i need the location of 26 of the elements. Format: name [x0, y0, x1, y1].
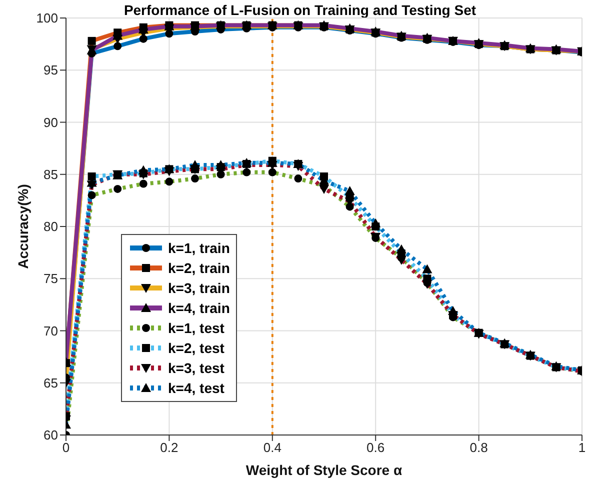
legend-label: k=1, test — [168, 320, 224, 336]
y-tick-label: 75 — [44, 271, 58, 286]
legend-label: k=3, test — [168, 360, 224, 376]
legend-label: k=4, test — [168, 380, 224, 396]
legend-label: k=1, train — [168, 240, 230, 256]
x-axis-title: Weight of Style Score α — [246, 462, 402, 478]
y-tick-label: 65 — [44, 375, 58, 390]
legend-label: k=2, test — [168, 340, 224, 356]
legend-label: k=3, train — [168, 280, 230, 296]
x-tick-label: 0.4 — [263, 440, 282, 456]
y-tick-label: 85 — [44, 166, 58, 182]
x-tick-label: 0.2 — [160, 440, 178, 456]
x-tick-label: 0.8 — [470, 440, 488, 456]
x-tick-label: 0 — [62, 440, 70, 456]
x-tick-label: 1 — [578, 440, 586, 456]
y-tick-label: 60 — [44, 428, 58, 443]
x-tick-label: 0.6 — [366, 440, 385, 456]
y-tick-label: 95 — [44, 62, 58, 78]
legend-label: k=4, train — [168, 300, 230, 316]
y-axis-title: Accuracy(%) — [15, 184, 31, 269]
y-tick-label: 70 — [44, 323, 58, 338]
y-tick-label: 90 — [44, 114, 58, 130]
chart-title: Performance of L-Fusion on Training and Testing Set — [124, 2, 476, 18]
y-tick-label: 100 — [36, 10, 58, 26]
y-tick-label: 80 — [44, 219, 58, 234]
legend-label: k=2, train — [168, 260, 230, 276]
